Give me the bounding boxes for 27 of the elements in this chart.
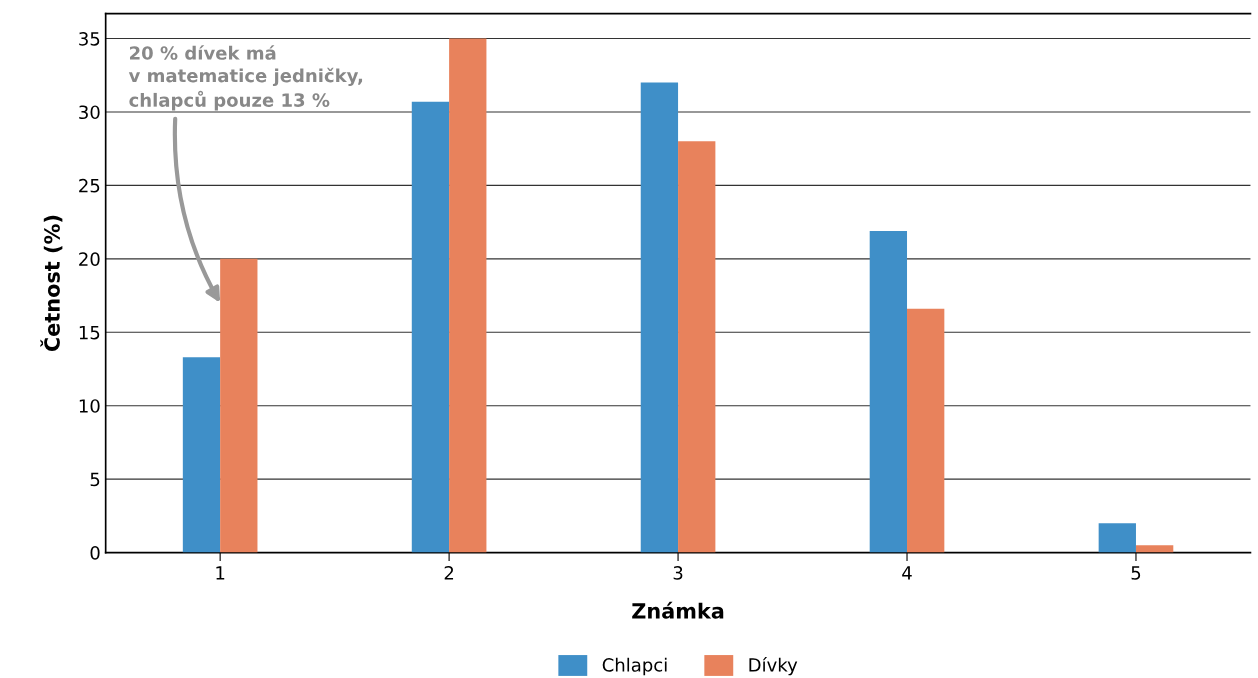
bar: [411, 101, 450, 553]
y-tick-label: 25: [79, 178, 100, 193]
x-tick-label: 1: [216, 566, 225, 580]
x-axis-title: Známka: [632, 601, 724, 619]
y-tick-label: 10: [79, 399, 100, 413]
legend-label: Dívky: [749, 657, 798, 676]
bar: [449, 38, 487, 553]
bar: [907, 308, 945, 553]
y-axis-title: Četnost (%): [40, 215, 63, 352]
y-tick-label: 30: [79, 105, 100, 120]
bar: [220, 258, 258, 553]
bar: [1098, 523, 1136, 553]
x-tick-label: 5: [1131, 566, 1141, 580]
x-tick-label: 2: [444, 566, 454, 580]
y-tick-label: 15: [79, 325, 100, 340]
bar: [678, 141, 716, 553]
y-tick-label: 20: [79, 252, 100, 266]
y-tick-label: 5: [90, 472, 100, 487]
legend-label: Chlapci: [602, 657, 667, 676]
y-tick-label: 0: [90, 546, 100, 560]
x-tick-label: 4: [902, 566, 912, 580]
x-tick-label: 3: [673, 566, 683, 580]
annotation: 20 % dívek má v matematice jedničky, chlapců pouze 13 %: [128, 45, 363, 111]
bar: [1135, 545, 1174, 553]
bar: [182, 357, 221, 553]
bar: [640, 82, 679, 553]
y-tick-label: 35: [79, 31, 100, 46]
